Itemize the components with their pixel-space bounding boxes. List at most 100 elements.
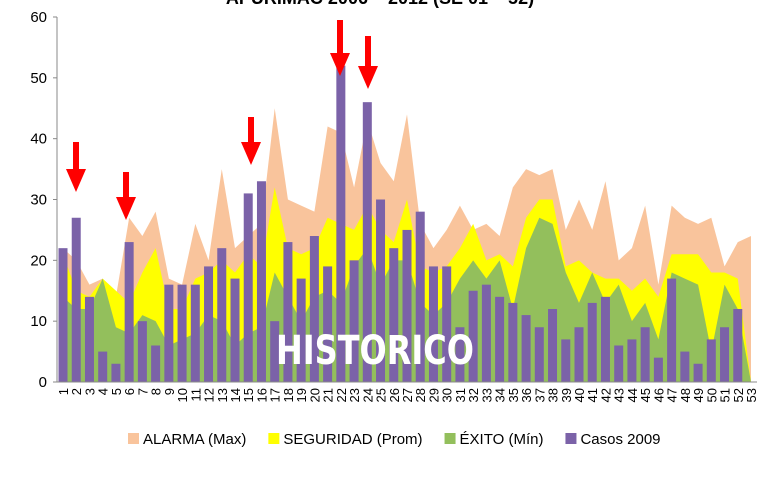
legend-swatch bbox=[565, 433, 577, 444]
x-tick-label: 16 bbox=[254, 388, 269, 402]
x-tick-label: 52 bbox=[731, 388, 746, 402]
bar bbox=[667, 278, 677, 382]
plot-area bbox=[58, 65, 751, 383]
x-tick-label: 12 bbox=[202, 388, 217, 402]
y-tick-label: 60 bbox=[30, 9, 47, 26]
x-tick-label: 2 bbox=[69, 388, 84, 395]
x-tick-label: 53 bbox=[744, 388, 759, 402]
x-tick-label: 44 bbox=[625, 388, 640, 402]
legend-label: ÉXITO (Mín) bbox=[460, 431, 544, 448]
bar bbox=[587, 302, 597, 382]
x-tick-label: 6 bbox=[122, 388, 137, 395]
x-tick-label: 45 bbox=[638, 388, 653, 402]
x-tick-label: 25 bbox=[374, 388, 389, 402]
bar bbox=[164, 284, 174, 382]
bar bbox=[548, 309, 558, 382]
y-tick-label: 40 bbox=[30, 131, 47, 148]
x-tick-label: 29 bbox=[426, 388, 441, 402]
x-tick-label: 36 bbox=[519, 388, 534, 402]
x-tick-label: 21 bbox=[321, 388, 336, 402]
x-tick-label: 39 bbox=[559, 388, 574, 402]
bar bbox=[98, 351, 108, 382]
bar bbox=[243, 193, 253, 382]
bar bbox=[190, 284, 200, 382]
x-tick-label: 3 bbox=[82, 388, 97, 395]
bar bbox=[137, 321, 147, 382]
x-tick-label: 37 bbox=[532, 388, 547, 402]
bar bbox=[693, 363, 703, 382]
bar bbox=[217, 248, 227, 382]
x-tick-label: 33 bbox=[479, 388, 494, 402]
legend-swatch bbox=[128, 433, 139, 444]
bar bbox=[204, 266, 214, 382]
y-tick-label: 20 bbox=[30, 252, 47, 269]
bar bbox=[653, 357, 663, 382]
y-tick-label: 30 bbox=[30, 192, 47, 209]
bar bbox=[283, 242, 293, 382]
y-tick-label: 50 bbox=[30, 70, 47, 87]
x-tick-label: 32 bbox=[466, 388, 481, 402]
bar bbox=[495, 296, 505, 382]
x-tick-label: 42 bbox=[598, 388, 613, 402]
x-tick-label: 23 bbox=[347, 388, 362, 402]
x-tick-label: 9 bbox=[162, 388, 177, 395]
legend-label: Casos 2009 bbox=[580, 431, 660, 448]
bar bbox=[323, 266, 333, 382]
bar bbox=[230, 278, 240, 382]
bar bbox=[389, 248, 399, 382]
x-tick-label: 1 bbox=[56, 388, 71, 395]
x-tick-label: 8 bbox=[149, 388, 164, 395]
bar bbox=[574, 327, 584, 382]
bar bbox=[296, 278, 306, 382]
legend-label: SEGURIDAD (Prom) bbox=[283, 431, 422, 448]
x-tick-label: 17 bbox=[268, 388, 283, 402]
bar bbox=[177, 284, 187, 382]
bar bbox=[534, 327, 544, 382]
x-tick-label: 31 bbox=[453, 388, 468, 402]
x-tick-label: 48 bbox=[678, 388, 693, 402]
bar bbox=[481, 284, 491, 382]
bar bbox=[706, 339, 716, 382]
x-tick-label: 38 bbox=[546, 388, 561, 402]
x-tick-label: 19 bbox=[294, 388, 309, 402]
arrow bbox=[66, 142, 86, 192]
bar bbox=[614, 345, 624, 382]
bar bbox=[442, 266, 452, 382]
x-tick-label: 10 bbox=[175, 388, 190, 402]
x-tick-label: 14 bbox=[228, 388, 243, 402]
bar bbox=[58, 248, 68, 382]
x-tick-label: 13 bbox=[215, 388, 230, 402]
bar bbox=[124, 242, 134, 382]
arrow bbox=[330, 20, 350, 76]
x-tick-label: 11 bbox=[188, 388, 203, 402]
bar bbox=[71, 217, 81, 382]
x-tick-label: 5 bbox=[109, 388, 124, 395]
bar bbox=[468, 290, 478, 382]
x-tick-label: 24 bbox=[360, 388, 375, 402]
x-tick-label: 15 bbox=[241, 388, 256, 402]
bar bbox=[455, 327, 465, 382]
y-tick-label: 10 bbox=[30, 313, 47, 330]
bar bbox=[349, 260, 359, 382]
bar bbox=[508, 302, 518, 382]
bar bbox=[627, 339, 637, 382]
bar bbox=[376, 199, 386, 382]
bar bbox=[521, 315, 531, 382]
x-tick-label: 34 bbox=[493, 388, 508, 402]
bar bbox=[111, 363, 121, 382]
x-tick-label: 49 bbox=[691, 388, 706, 402]
x-tick-label: 28 bbox=[413, 388, 428, 402]
bar bbox=[415, 211, 425, 382]
x-tick-label: 22 bbox=[334, 388, 349, 402]
bar bbox=[362, 102, 372, 383]
bar bbox=[84, 296, 94, 382]
x-tick-label: 51 bbox=[718, 388, 733, 402]
x-tick-label: 20 bbox=[307, 388, 322, 402]
legend-label: ALARMA (Max) bbox=[143, 431, 246, 448]
bar bbox=[256, 181, 266, 382]
x-tick-label: 47 bbox=[665, 388, 680, 402]
x-tick-label: 27 bbox=[400, 388, 415, 402]
arrow bbox=[116, 172, 136, 220]
bar bbox=[309, 236, 319, 382]
